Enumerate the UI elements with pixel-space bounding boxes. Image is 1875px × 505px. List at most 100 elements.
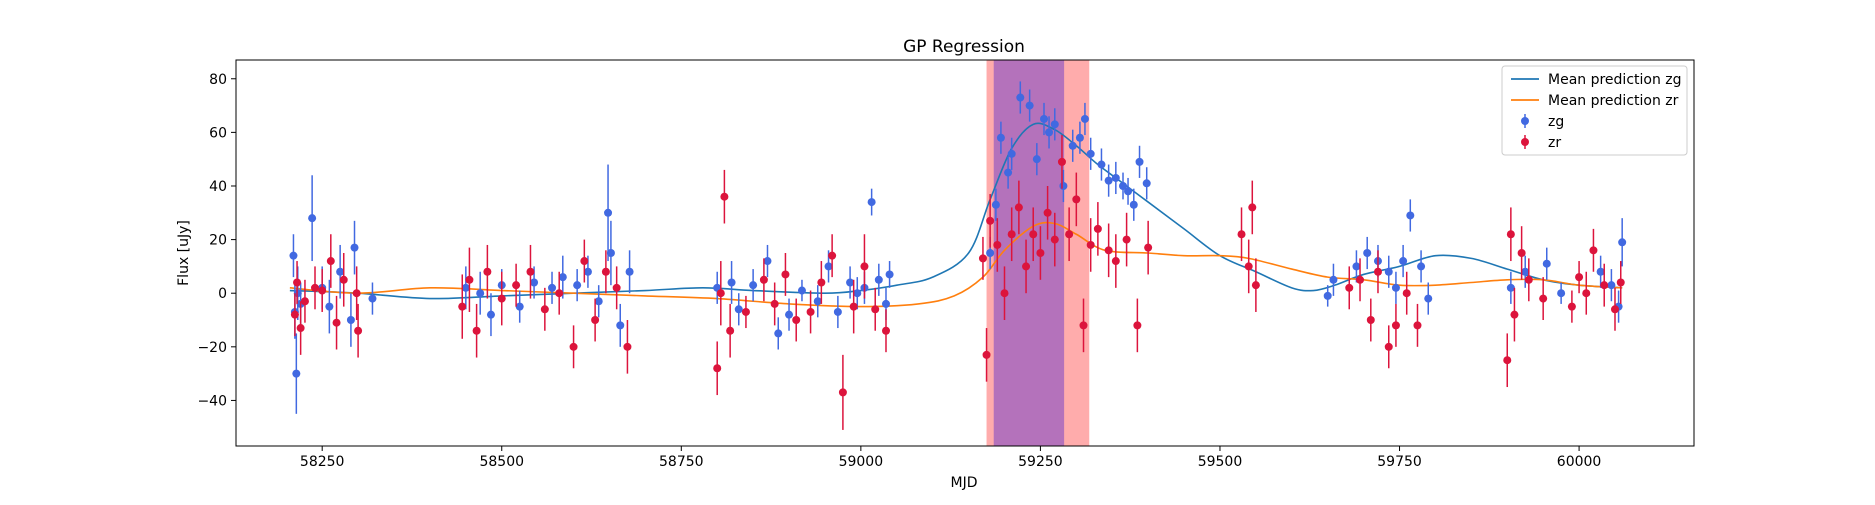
data-point-zg bbox=[749, 281, 758, 290]
data-point-zr bbox=[806, 307, 815, 316]
data-point-zr bbox=[326, 257, 335, 266]
data-point-zr bbox=[792, 316, 801, 325]
data-point-zg bbox=[350, 243, 359, 252]
legend-label: zr bbox=[1548, 135, 1561, 151]
data-point-zr bbox=[817, 278, 826, 287]
data-point-zg bbox=[833, 307, 842, 316]
data-point-zr bbox=[828, 251, 837, 260]
data-point-zr bbox=[1373, 267, 1382, 276]
data-point-zg bbox=[325, 302, 334, 311]
data-point-zg bbox=[1557, 289, 1566, 298]
data-point-zr bbox=[838, 388, 847, 397]
data-point-zr bbox=[1589, 246, 1598, 255]
data-point-zr bbox=[1057, 157, 1066, 166]
data-point-zg bbox=[874, 275, 883, 284]
data-point-zg bbox=[461, 283, 470, 292]
data-point-zg bbox=[1104, 176, 1113, 185]
data-point-zr bbox=[986, 216, 995, 225]
data-point-zg bbox=[996, 133, 1005, 142]
x-axis-ticks: 58250 58500 58750 59000 59250 59500 59750 60000 bbox=[300, 446, 1601, 470]
data-point-zr bbox=[1093, 224, 1102, 233]
data-point-zr bbox=[1029, 230, 1038, 239]
data-point-zr bbox=[781, 270, 790, 279]
data-point-zg bbox=[813, 297, 822, 306]
data-point-zr bbox=[1251, 281, 1260, 290]
data-point-zg bbox=[1542, 259, 1551, 268]
data-point-zr bbox=[881, 326, 890, 335]
data-point-zg bbox=[1417, 262, 1426, 271]
data-point-zr bbox=[555, 289, 564, 298]
y-tick-label: 60 bbox=[209, 125, 227, 141]
data-point-zr bbox=[1506, 230, 1515, 239]
x-tick-label: 60000 bbox=[1557, 454, 1602, 470]
data-point-zg bbox=[1086, 149, 1095, 158]
data-point-zr bbox=[497, 294, 506, 303]
data-point-zr bbox=[1111, 257, 1120, 266]
chart-title: GP Regression bbox=[903, 37, 1025, 57]
x-tick-label: 59250 bbox=[1018, 454, 1063, 470]
data-point-zr bbox=[612, 283, 621, 292]
data-point-zr bbox=[601, 267, 610, 276]
data-point-zr bbox=[1610, 305, 1619, 314]
data-point-zr bbox=[591, 316, 600, 325]
data-point-zr bbox=[993, 240, 1002, 249]
data-point-zr bbox=[1616, 278, 1625, 287]
data-point-zr bbox=[339, 275, 348, 284]
data-point-zg bbox=[486, 310, 495, 319]
data-point-zg bbox=[515, 302, 524, 311]
data-point-zr bbox=[1043, 208, 1052, 217]
legend-box bbox=[1501, 65, 1688, 156]
data-point-zr bbox=[1524, 275, 1533, 284]
x-axis-label: MJD bbox=[951, 475, 978, 491]
data-point-zg bbox=[1399, 257, 1408, 266]
legend-label: Mean prediction zr bbox=[1548, 93, 1679, 109]
data-point-zr bbox=[311, 283, 320, 292]
data-point-zr bbox=[1356, 275, 1365, 284]
data-point-zr bbox=[1510, 310, 1519, 319]
x-tick-label: 59500 bbox=[1198, 454, 1243, 470]
data-point-zr bbox=[1391, 321, 1400, 330]
data-point-zr bbox=[713, 364, 722, 373]
data-point-zr bbox=[1000, 289, 1009, 298]
data-point-zg bbox=[583, 267, 592, 276]
data-point-zg bbox=[1007, 149, 1016, 158]
y-tick-label: 0 bbox=[218, 286, 227, 302]
data-point-zg bbox=[1129, 200, 1138, 209]
data-points bbox=[289, 81, 1627, 430]
data-point-zr bbox=[1503, 356, 1512, 365]
data-point-zr bbox=[716, 289, 725, 298]
data-point-zg bbox=[308, 214, 317, 223]
data-point-zg bbox=[885, 270, 894, 279]
data-point-zr bbox=[1144, 243, 1153, 252]
data-point-zg bbox=[1040, 114, 1049, 123]
data-point-zg bbox=[1059, 181, 1068, 190]
legend-marker-swatch bbox=[1521, 117, 1529, 125]
data-point-zr bbox=[770, 299, 779, 308]
data-point-zr bbox=[1086, 240, 1095, 249]
data-point-zg bbox=[1004, 168, 1013, 177]
data-point-zr bbox=[1072, 195, 1081, 204]
data-point-zr bbox=[1539, 294, 1548, 303]
x-tick-label: 59750 bbox=[1377, 454, 1422, 470]
data-point-zg bbox=[336, 267, 345, 276]
x-tick-label: 59000 bbox=[839, 454, 884, 470]
y-axis-ticks: −40 −20 0 20 40 60 80 bbox=[197, 72, 236, 409]
data-point-zg bbox=[1406, 211, 1415, 220]
data-point-zg bbox=[853, 289, 862, 298]
data-point-zr bbox=[569, 342, 578, 351]
data-point-zr bbox=[1244, 262, 1253, 271]
data-point-zr bbox=[1036, 249, 1045, 257]
data-point-zg bbox=[846, 278, 855, 287]
data-point-zg bbox=[1329, 275, 1338, 284]
y-tick-label: 20 bbox=[209, 233, 227, 249]
data-point-zr bbox=[1104, 246, 1113, 255]
y-tick-label: 40 bbox=[209, 179, 227, 195]
plot-frame bbox=[235, 59, 1695, 447]
data-point-zr bbox=[978, 254, 987, 263]
data-point-zg bbox=[1142, 179, 1151, 188]
data-point-zr bbox=[465, 275, 474, 284]
data-point-zr bbox=[1517, 249, 1526, 257]
data-point-zg bbox=[1506, 283, 1515, 292]
